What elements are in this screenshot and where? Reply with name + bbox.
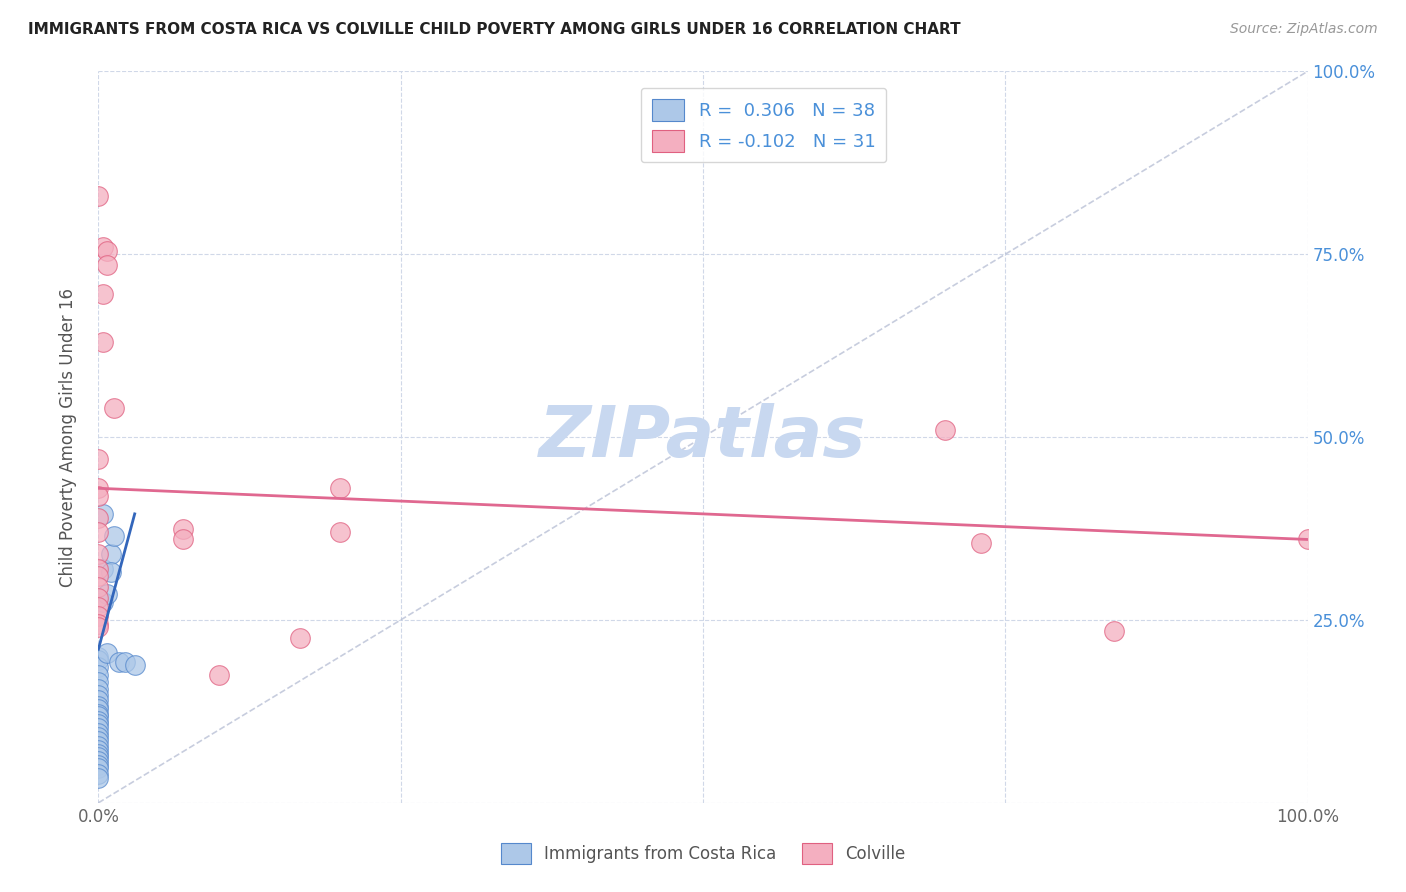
Point — [103, 401, 125, 415]
Point — [87, 716, 110, 731]
Point — [87, 547, 110, 561]
Point — [87, 750, 110, 764]
Point — [87, 698, 110, 713]
Y-axis label: Child Poverty Among Girls Under 16: Child Poverty Among Girls Under 16 — [59, 287, 77, 587]
Point — [96, 587, 118, 601]
Point — [87, 725, 110, 739]
Point — [91, 334, 114, 349]
Point — [91, 562, 114, 576]
Point — [1296, 533, 1319, 547]
Legend: Immigrants from Costa Rica, Colville: Immigrants from Costa Rica, Colville — [495, 837, 911, 871]
Point — [87, 675, 110, 690]
Point — [87, 739, 110, 753]
Point — [290, 632, 312, 646]
Text: ZIPatlas: ZIPatlas — [540, 402, 866, 472]
Point — [87, 688, 110, 702]
Point — [87, 481, 110, 495]
Point — [87, 599, 110, 614]
Point — [87, 754, 110, 768]
Point — [96, 244, 118, 258]
Point — [1102, 624, 1125, 638]
Point — [87, 489, 110, 503]
Point — [91, 240, 114, 254]
Point — [87, 660, 110, 674]
Point — [87, 693, 110, 707]
Point — [91, 507, 114, 521]
Point — [329, 525, 352, 540]
Point — [87, 761, 110, 775]
Point — [124, 658, 146, 673]
Point — [108, 655, 131, 669]
Point — [87, 616, 110, 631]
Point — [100, 547, 122, 561]
Point — [87, 706, 110, 721]
Point — [87, 730, 110, 744]
Point — [87, 569, 110, 583]
Point — [87, 667, 110, 681]
Point — [87, 591, 110, 605]
Point — [96, 258, 118, 272]
Point — [87, 580, 110, 594]
Point — [87, 714, 110, 728]
Point — [87, 682, 110, 697]
Point — [87, 609, 110, 624]
Point — [87, 188, 110, 202]
Point — [114, 655, 136, 669]
Point — [96, 646, 118, 660]
Point — [91, 287, 114, 301]
Legend: R =  0.306   N = 38, R = -0.102   N = 31: R = 0.306 N = 38, R = -0.102 N = 31 — [641, 87, 886, 162]
Point — [87, 747, 110, 761]
Point — [329, 481, 352, 495]
Text: Source: ZipAtlas.com: Source: ZipAtlas.com — [1230, 22, 1378, 37]
Text: IMMIGRANTS FROM COSTA RICA VS COLVILLE CHILD POVERTY AMONG GIRLS UNDER 16 CORREL: IMMIGRANTS FROM COSTA RICA VS COLVILLE C… — [28, 22, 960, 37]
Point — [87, 620, 110, 634]
Point — [91, 594, 114, 608]
Point — [103, 529, 125, 543]
Point — [87, 562, 110, 576]
Point — [87, 452, 110, 467]
Point — [208, 667, 231, 681]
Point — [87, 743, 110, 757]
Point — [87, 733, 110, 747]
Point — [100, 566, 122, 580]
Point — [87, 721, 110, 735]
Point — [87, 525, 110, 540]
Point — [172, 533, 194, 547]
Point — [87, 649, 110, 664]
Point — [87, 757, 110, 772]
Point — [87, 510, 110, 524]
Point — [87, 653, 110, 667]
Point — [87, 766, 110, 780]
Point — [87, 771, 110, 785]
Point — [87, 709, 110, 723]
Point — [970, 536, 993, 550]
Point — [172, 521, 194, 535]
Point — [87, 702, 110, 716]
Point — [934, 423, 956, 437]
